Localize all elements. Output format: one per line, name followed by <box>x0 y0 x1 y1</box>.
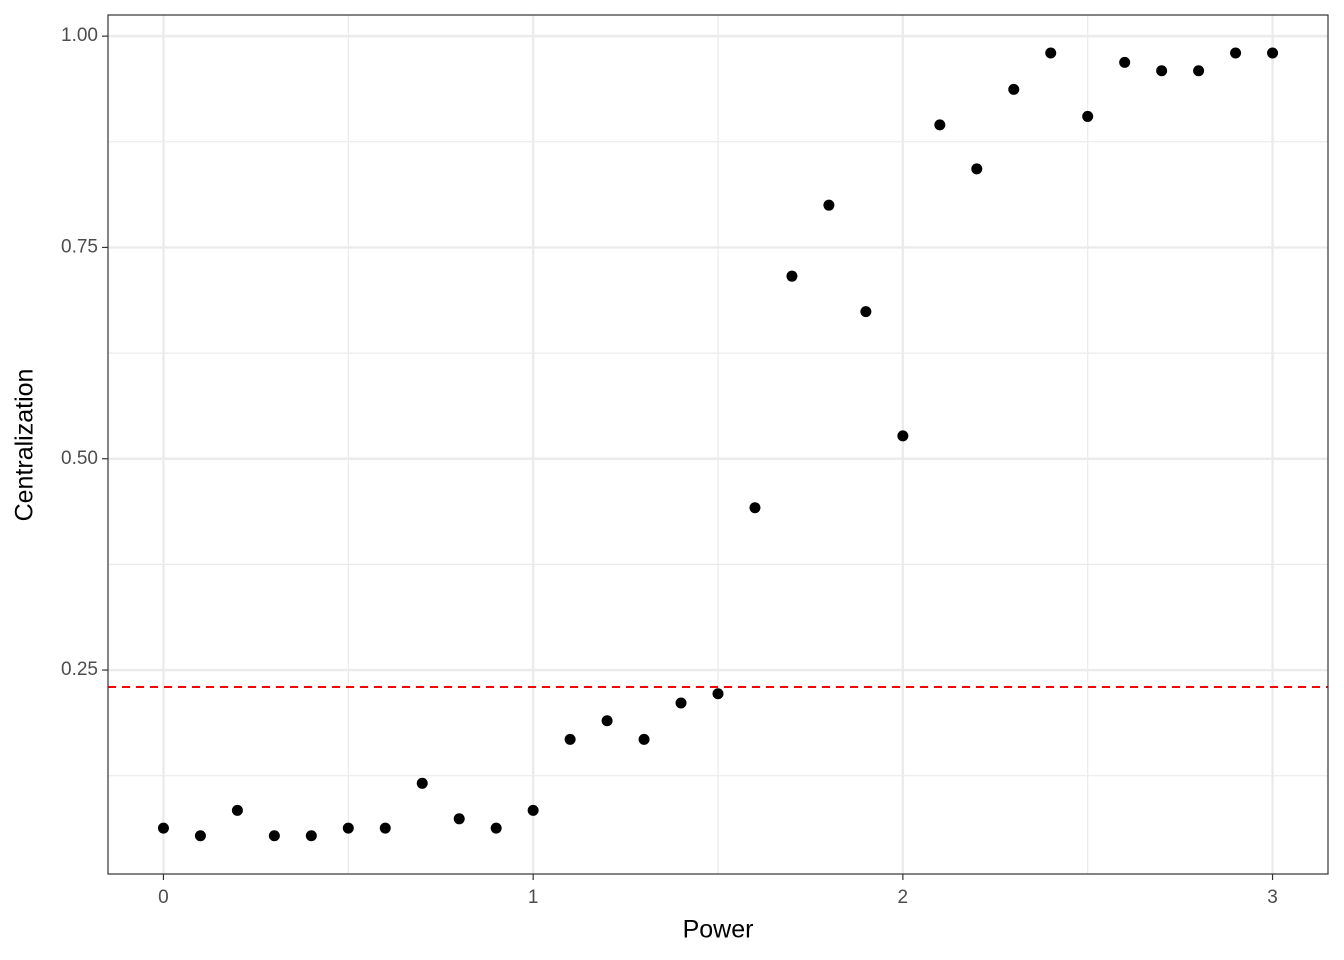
point <box>712 688 724 700</box>
point <box>1008 83 1020 95</box>
point <box>1267 47 1279 59</box>
point <box>379 822 391 834</box>
point <box>490 822 502 834</box>
point <box>638 733 650 745</box>
x-tick-label: 1 <box>528 887 539 908</box>
panel-border <box>107 14 1329 875</box>
point <box>194 830 206 842</box>
point <box>971 163 983 175</box>
point <box>1230 47 1242 59</box>
point <box>860 306 872 318</box>
point <box>1045 47 1057 59</box>
y-tick-label: 0.50 <box>61 448 98 469</box>
x-axis-title: Power <box>683 916 754 944</box>
y-tick-label: 0.75 <box>61 236 98 257</box>
point <box>786 270 798 282</box>
point <box>601 715 613 727</box>
x-tick-label: 0 <box>158 887 169 908</box>
point <box>749 502 761 514</box>
point <box>342 822 354 834</box>
point <box>1082 110 1094 122</box>
point <box>527 804 539 816</box>
point <box>453 813 465 825</box>
point <box>268 830 280 842</box>
point <box>897 430 909 442</box>
point <box>305 830 317 842</box>
x-tick-label: 2 <box>898 887 909 908</box>
point <box>231 804 243 816</box>
point <box>157 822 169 834</box>
x-tick-label: 3 <box>1267 887 1278 908</box>
point <box>934 119 946 131</box>
point <box>1119 56 1131 68</box>
y-axis-title: Centralization <box>11 369 39 522</box>
y-tick-label: 1.00 <box>61 25 98 46</box>
y-tick-label: 0.25 <box>61 659 98 680</box>
point <box>1156 65 1168 77</box>
point <box>416 777 428 789</box>
point <box>823 199 835 211</box>
point <box>675 697 687 709</box>
point <box>1193 65 1205 77</box>
point <box>564 733 576 745</box>
